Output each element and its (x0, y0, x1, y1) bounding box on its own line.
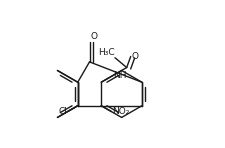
Text: O: O (131, 52, 138, 61)
Text: NO₂: NO₂ (112, 107, 129, 116)
Text: H₃C: H₃C (97, 48, 114, 57)
Text: Cl: Cl (58, 107, 67, 116)
Text: NH: NH (112, 71, 126, 80)
Text: O: O (90, 32, 97, 41)
